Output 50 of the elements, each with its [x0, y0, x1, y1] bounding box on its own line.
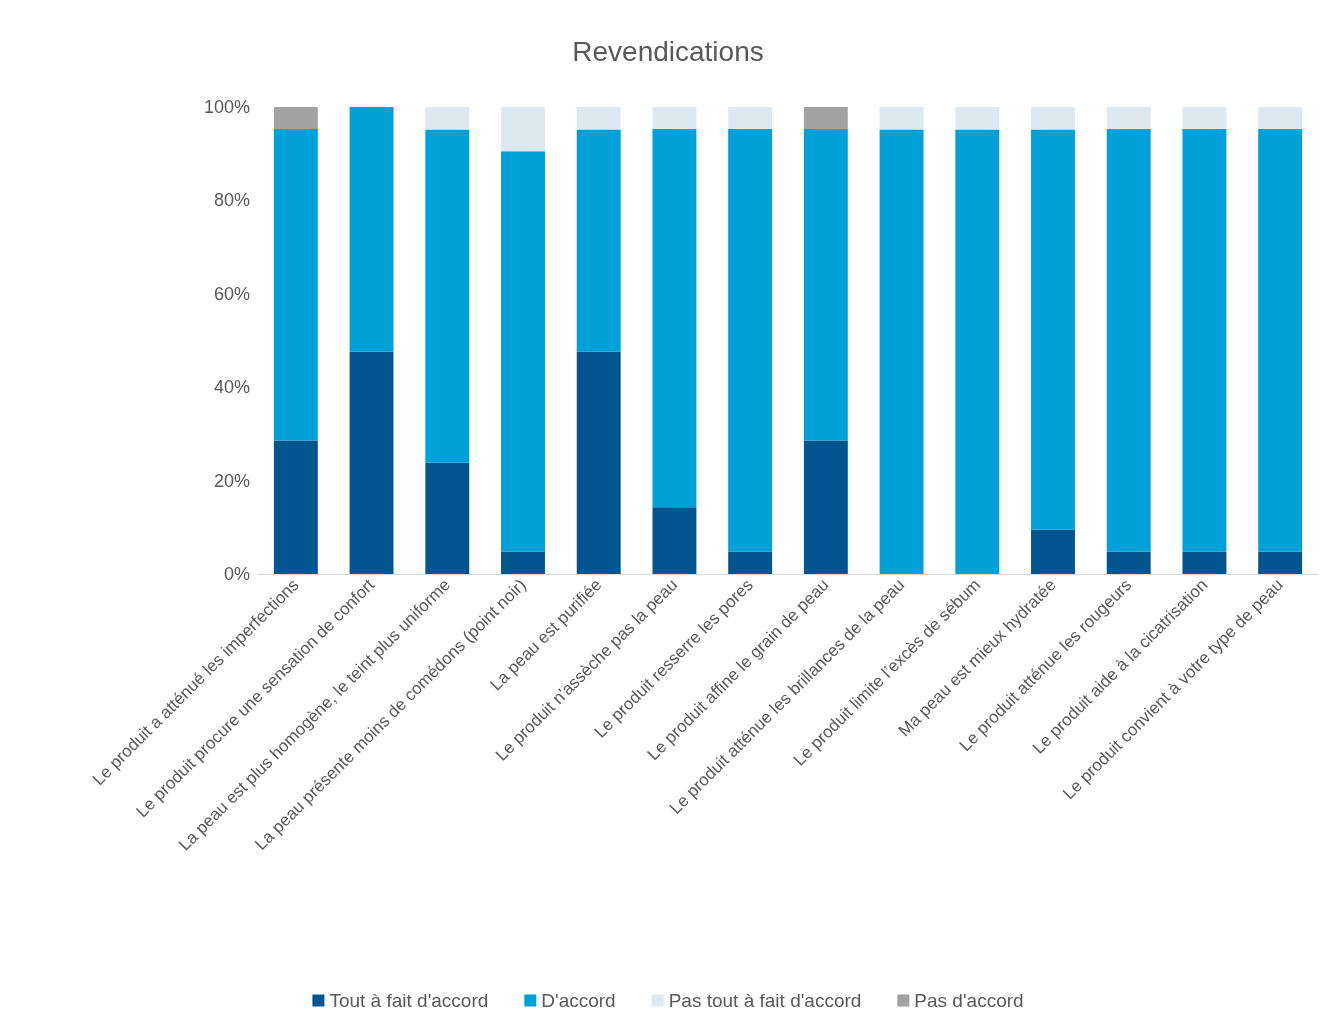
- bar: [1031, 107, 1075, 130]
- bar: [728, 128, 773, 552]
- bar: [1258, 551, 1303, 574]
- legend-label: Pas d'accord: [914, 990, 1024, 1011]
- bar: [576, 107, 621, 130]
- bar: [425, 462, 470, 574]
- y-tick-label: 0%: [223, 564, 250, 584]
- bar: [652, 128, 697, 508]
- bar: [728, 551, 773, 574]
- bar: [1031, 129, 1075, 530]
- bar: [1106, 128, 1151, 552]
- legend-label: D'accord: [541, 990, 616, 1011]
- bar: [879, 129, 924, 574]
- bar: [273, 128, 318, 441]
- y-tick-label: 80%: [213, 190, 250, 211]
- bar: [652, 107, 697, 129]
- bar: [803, 128, 848, 441]
- bar: [501, 551, 545, 574]
- bar: [1258, 128, 1303, 552]
- bar: [576, 129, 621, 352]
- bar: [955, 107, 1000, 130]
- y-tick-label: 60%: [213, 283, 250, 304]
- legend-label: Tout à fait d'accord: [329, 990, 489, 1011]
- bar: [955, 129, 1000, 574]
- bar: [425, 107, 470, 130]
- bar: [1182, 551, 1227, 574]
- bar: [879, 107, 924, 130]
- chart-title: Revendications: [572, 35, 764, 67]
- bar: [1258, 107, 1303, 129]
- bar: [273, 440, 318, 574]
- y-tick-label: 20%: [213, 470, 250, 491]
- bar: [425, 129, 470, 463]
- bar: [501, 151, 545, 552]
- bar: [1182, 128, 1227, 552]
- y-tick-label: 40%: [213, 377, 250, 398]
- bar: [652, 507, 697, 574]
- bar: [1106, 551, 1151, 574]
- bar: [273, 107, 318, 129]
- bar: [1182, 107, 1227, 129]
- legend-label: Pas tout à fait d'accord: [668, 990, 862, 1011]
- bar: [803, 107, 848, 129]
- bar: [349, 351, 394, 574]
- bar: [803, 440, 848, 574]
- bar: [1106, 107, 1151, 129]
- bar: [349, 107, 394, 352]
- bar: [501, 107, 545, 152]
- bar: [1031, 529, 1075, 574]
- bar: [576, 351, 621, 574]
- y-tick-label: 100%: [203, 97, 250, 117]
- bar: [728, 107, 773, 129]
